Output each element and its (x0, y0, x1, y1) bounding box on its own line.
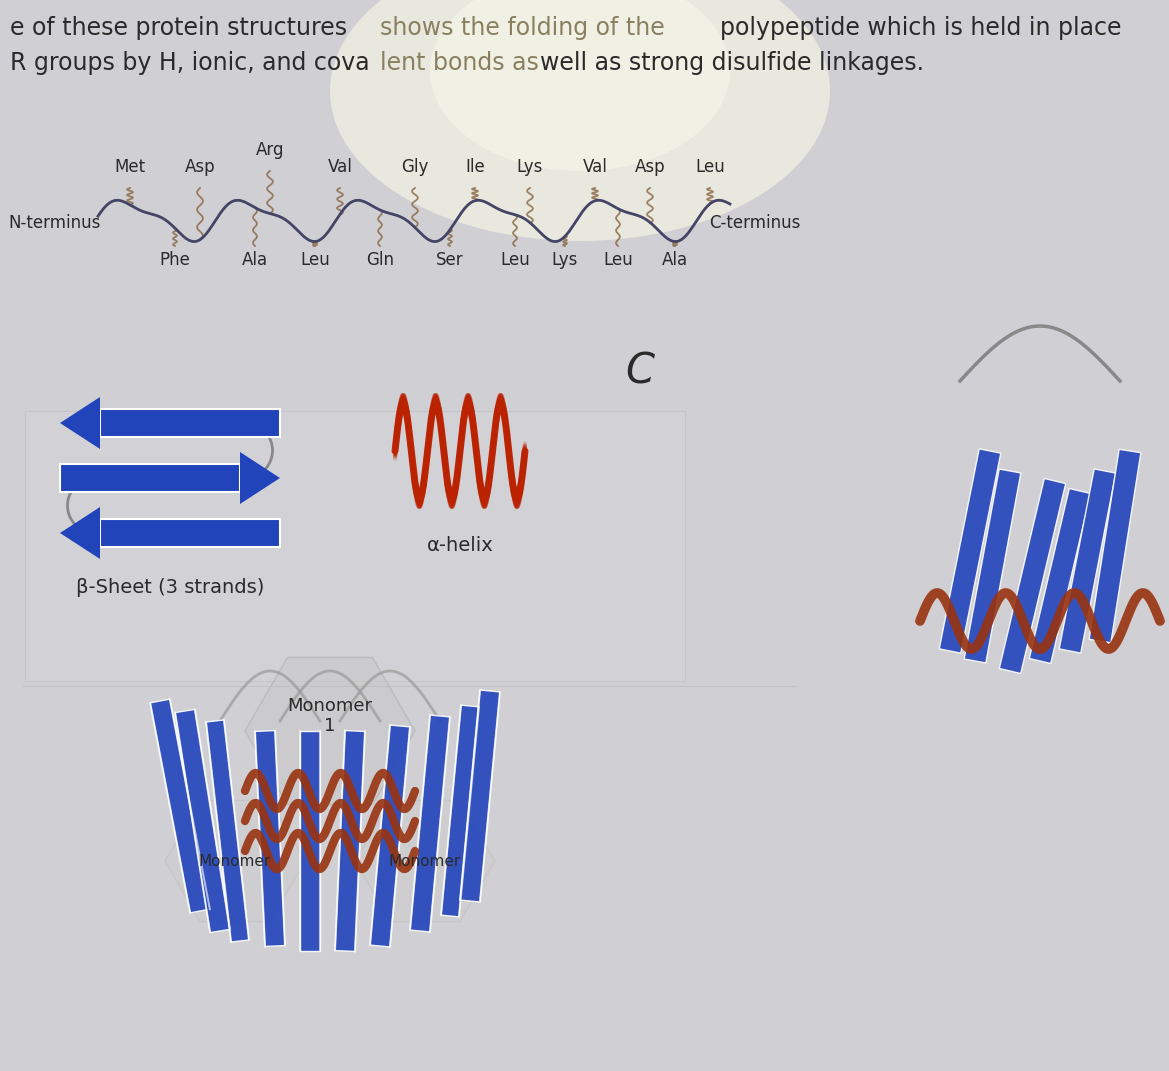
Text: Monomer: Monomer (199, 854, 271, 869)
Text: polypeptide which is held in place: polypeptide which is held in place (720, 16, 1121, 40)
Text: e of these protein structures: e of these protein structures (11, 16, 354, 40)
Polygon shape (60, 464, 240, 492)
Text: Asp: Asp (185, 159, 215, 176)
Text: lent bonds as: lent bonds as (380, 51, 539, 75)
Text: Val: Val (582, 159, 608, 176)
Polygon shape (101, 409, 281, 437)
Text: Monomer: Monomer (389, 854, 461, 869)
Polygon shape (441, 705, 479, 917)
Text: Leu: Leu (500, 251, 530, 269)
Text: Asp: Asp (635, 159, 665, 176)
FancyBboxPatch shape (25, 411, 685, 681)
Polygon shape (999, 479, 1066, 674)
Text: well as strong disulfide linkages.: well as strong disulfide linkages. (540, 51, 924, 75)
Text: Gly: Gly (401, 159, 429, 176)
Polygon shape (255, 730, 285, 947)
Polygon shape (964, 469, 1021, 663)
Polygon shape (336, 730, 365, 951)
Polygon shape (60, 397, 101, 449)
Text: α-helix: α-helix (427, 536, 493, 555)
Polygon shape (410, 715, 450, 932)
Text: Lys: Lys (517, 159, 544, 176)
Text: shows the folding of the: shows the folding of the (380, 16, 665, 40)
Text: Leu: Leu (696, 159, 725, 176)
Polygon shape (461, 690, 500, 902)
Text: Leu: Leu (603, 251, 632, 269)
Polygon shape (175, 709, 230, 933)
Polygon shape (1029, 488, 1091, 664)
Polygon shape (240, 452, 281, 504)
Text: Phe: Phe (159, 251, 191, 269)
Polygon shape (101, 519, 281, 547)
Text: Monomer
1: Monomer 1 (288, 696, 373, 736)
Polygon shape (60, 507, 101, 559)
Text: Ala: Ala (662, 251, 689, 269)
Text: Ala: Ala (242, 251, 268, 269)
Ellipse shape (430, 0, 729, 171)
Text: Ser: Ser (436, 251, 464, 269)
Polygon shape (150, 699, 209, 912)
Text: N-terminus: N-terminus (9, 214, 102, 232)
Polygon shape (206, 720, 249, 942)
Text: β-Sheet (3 strands): β-Sheet (3 strands) (76, 578, 264, 597)
Polygon shape (939, 449, 1001, 653)
Text: C-terminus: C-terminus (710, 214, 801, 232)
Text: Leu: Leu (300, 251, 330, 269)
Text: Gln: Gln (366, 251, 394, 269)
Polygon shape (1059, 469, 1115, 653)
Polygon shape (1090, 449, 1141, 643)
Text: Ile: Ile (465, 159, 485, 176)
Text: Arg: Arg (256, 141, 284, 159)
Polygon shape (300, 731, 320, 951)
Text: Lys: Lys (552, 251, 579, 269)
Text: R groups by H, ionic, and cova: R groups by H, ionic, and cova (11, 51, 369, 75)
Polygon shape (371, 725, 410, 947)
Ellipse shape (330, 0, 830, 241)
Text: C: C (625, 350, 655, 392)
Text: Val: Val (327, 159, 352, 176)
Text: Met: Met (115, 159, 146, 176)
